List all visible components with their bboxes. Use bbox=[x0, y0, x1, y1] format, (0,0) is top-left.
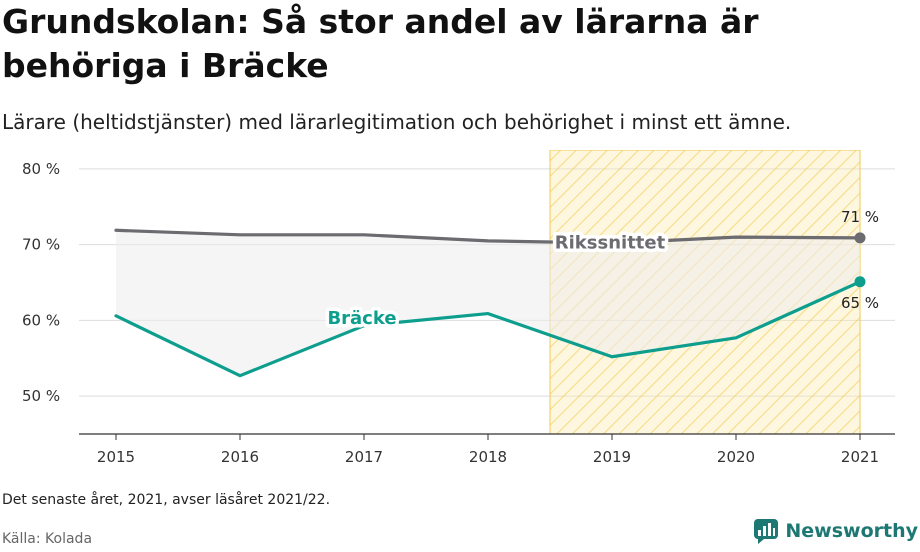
y-tick-label: 50 % bbox=[22, 387, 60, 405]
series-end-point bbox=[854, 232, 866, 244]
series-label-national-halo: Rikssnittet bbox=[555, 232, 666, 253]
series-line-national bbox=[114, 228, 862, 245]
y-tick-label: 60 % bbox=[22, 311, 60, 329]
series-end-point bbox=[854, 276, 866, 288]
brand-name: Newsworthy bbox=[785, 520, 918, 542]
x-tick-label: 2019 bbox=[593, 448, 631, 466]
newsworthy-logo-icon bbox=[754, 519, 779, 544]
chart-source: Källa: Kolada bbox=[2, 531, 93, 547]
series-label-local-halo: Bräcke bbox=[327, 308, 396, 329]
chart-footnote: Det senaste året, 2021, avser läsåret 20… bbox=[2, 492, 331, 508]
y-tick-label: 80 % bbox=[22, 160, 60, 178]
x-tick-label: 2018 bbox=[469, 448, 507, 466]
y-tick-label: 70 % bbox=[22, 236, 60, 254]
series-label-national: Rikssnittet bbox=[555, 232, 666, 253]
chart-subtitle: Lärare (heltidstjänster) med lärarlegiti… bbox=[2, 110, 792, 134]
x-tick-label: 2021 bbox=[841, 448, 879, 466]
end-value-label-local: 65 % bbox=[841, 294, 879, 312]
x-tick-label: 2017 bbox=[345, 448, 383, 466]
chart-title: Grundskolan: Så stor andel av lärarna är… bbox=[2, 2, 759, 85]
series-line-local bbox=[114, 280, 862, 378]
line-chart: 50 % 60 % 70 % 80 % 2015 2016 2017 2018 2019 2020… bbox=[22, 150, 895, 466]
gap-area bbox=[116, 230, 860, 376]
end-value-label-national: 71 % bbox=[841, 208, 879, 226]
series-label-local: Bräcke bbox=[327, 308, 396, 329]
x-tick-label: 2016 bbox=[221, 448, 259, 466]
x-tick-label: 2015 bbox=[97, 448, 135, 466]
x-tick-label: 2020 bbox=[717, 448, 755, 466]
brand-logo[interactable]: Newsworthy bbox=[753, 518, 918, 544]
